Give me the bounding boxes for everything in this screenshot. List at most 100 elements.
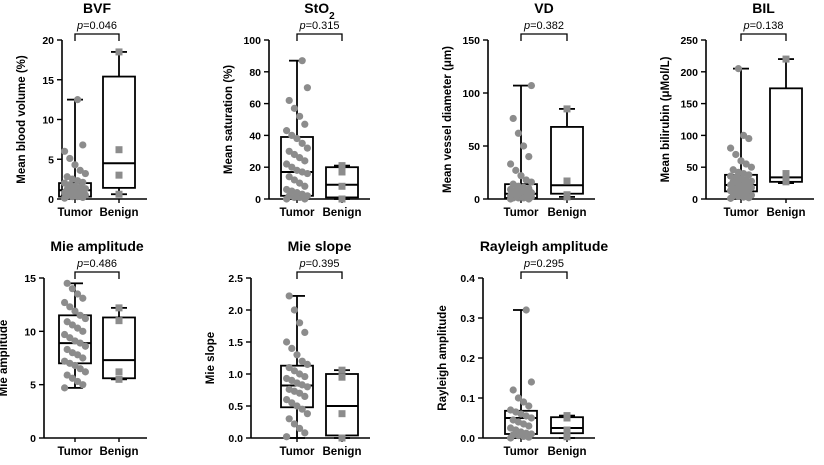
data-point-tumor [79,294,87,302]
data-point-tumor [512,166,520,174]
box-iqr [102,75,136,189]
y-tick-label: 100 [462,88,480,100]
data-point-tumor [509,114,517,123]
data-point-tumor [66,154,74,163]
data-point-tumor [71,161,79,169]
data-point-benign [115,375,123,383]
data-point-tumor [298,139,306,147]
data-point-tumor [283,396,291,404]
x-category-label: Benign [323,446,362,458]
data-point-tumor [74,324,82,332]
significance-bracket [520,33,568,41]
chart-panel: StO2 0 20 40 60 80 100 Mean saturation (%) Tumor… [223,0,370,219]
data-point-benign [338,373,346,381]
data-point-tumor [285,173,293,181]
x-category-label: Benign [548,207,587,219]
y-tick-label: 0.0 [460,433,475,445]
data-point-tumor [514,394,523,402]
data-point-tumor [61,179,69,187]
data-point-tumor [76,166,84,174]
data-point-tumor [745,134,753,143]
significance-bracket [740,33,787,41]
significance-bracket [296,33,343,41]
data-point-tumor [68,321,76,329]
data-point-tumor [507,160,515,168]
data-point-tumor [293,134,301,143]
data-point-benign [563,191,571,199]
data-point-benign [338,434,346,442]
data-point-tumor [61,384,69,392]
y-tick-label: 0 [30,433,36,445]
data-point-tumor [520,142,528,150]
significance-bracket [74,33,120,41]
data-point-tumor [303,84,311,92]
y-tick-label: 2.5 [228,273,243,285]
data-point-tumor [527,81,536,90]
data-point-benign [338,410,346,418]
data-point-tumor [283,433,291,441]
p-value-label: p=0.486 [76,258,117,270]
x-category-label: Benign [548,446,587,458]
data-point-tumor [301,120,309,128]
data-point-tumor [293,166,301,174]
data-point-tumor [290,367,298,375]
data-point-benign [338,366,346,374]
significance-bracket [520,271,568,279]
data-point-tumor [66,334,74,342]
y-tick-label: 0.0 [228,433,243,445]
data-point-tumor [74,96,82,104]
data-point-tumor [79,381,87,389]
chart-panel: Mie slope 0.0 0.5 1.0 1.5 2.0 2.5 Mie slope Tumo… [205,238,370,458]
data-point-tumor [61,357,69,365]
y-tick-label: 1.0 [228,369,243,381]
data-point-benign [115,304,123,312]
data-point-tumor [522,306,530,314]
data-point-tumor [527,378,536,386]
box-benign [769,58,803,185]
data-point-benign [115,317,123,325]
x-category-label: Tumor [280,446,315,458]
data-point-benign [563,433,571,441]
p-value-label: p=0.138 [742,20,783,32]
data-point-benign [338,168,346,176]
data-point-tumor [293,402,301,410]
data-point-tumor [68,285,76,293]
p-value-label: p=0.395 [298,258,339,270]
p-value-label: p=0.046 [76,20,117,32]
data-point-tumor [76,365,84,373]
data-point-tumor [68,374,76,382]
data-point-tumor [79,141,87,149]
y-tick-label: 0 [692,194,698,206]
data-point-tumor [517,172,525,180]
data-point-tumor [296,370,304,378]
data-point-tumor [81,314,89,323]
chart-panel: Mie amplitude 0 5 10 15 Mie amplitude Tumor Ben… [0,238,147,458]
data-point-tumor [81,342,89,350]
significance-bracket [74,271,120,279]
data-point-tumor [68,349,76,357]
y-tick-label: 0 [255,194,261,206]
data-point-tumor [79,327,87,335]
data-point-tumor [285,385,293,393]
data-point-benign [782,170,790,178]
y-tick-label: 10 [24,326,36,338]
data-point-tumor [734,65,743,73]
y-axis-label: Mean blood volume (%) [16,55,28,184]
data-point-tumor [81,169,89,178]
data-point-tumor [507,406,515,414]
data-point-tumor [296,112,304,120]
data-point-tumor [522,176,530,184]
x-category-label: Tumor [504,446,539,458]
y-tick-label: 50 [686,162,698,174]
data-point-tumor [63,318,71,326]
data-point-tumor [285,96,293,105]
data-point-tumor [285,415,293,423]
data-point-tumor [290,104,298,112]
data-point-tumor [290,150,298,159]
data-point-tumor [740,131,748,139]
chart-title-subscript: 2 [329,11,335,22]
data-point-tumor [520,398,528,406]
data-point-tumor [288,131,296,139]
data-point-benign [115,190,123,198]
